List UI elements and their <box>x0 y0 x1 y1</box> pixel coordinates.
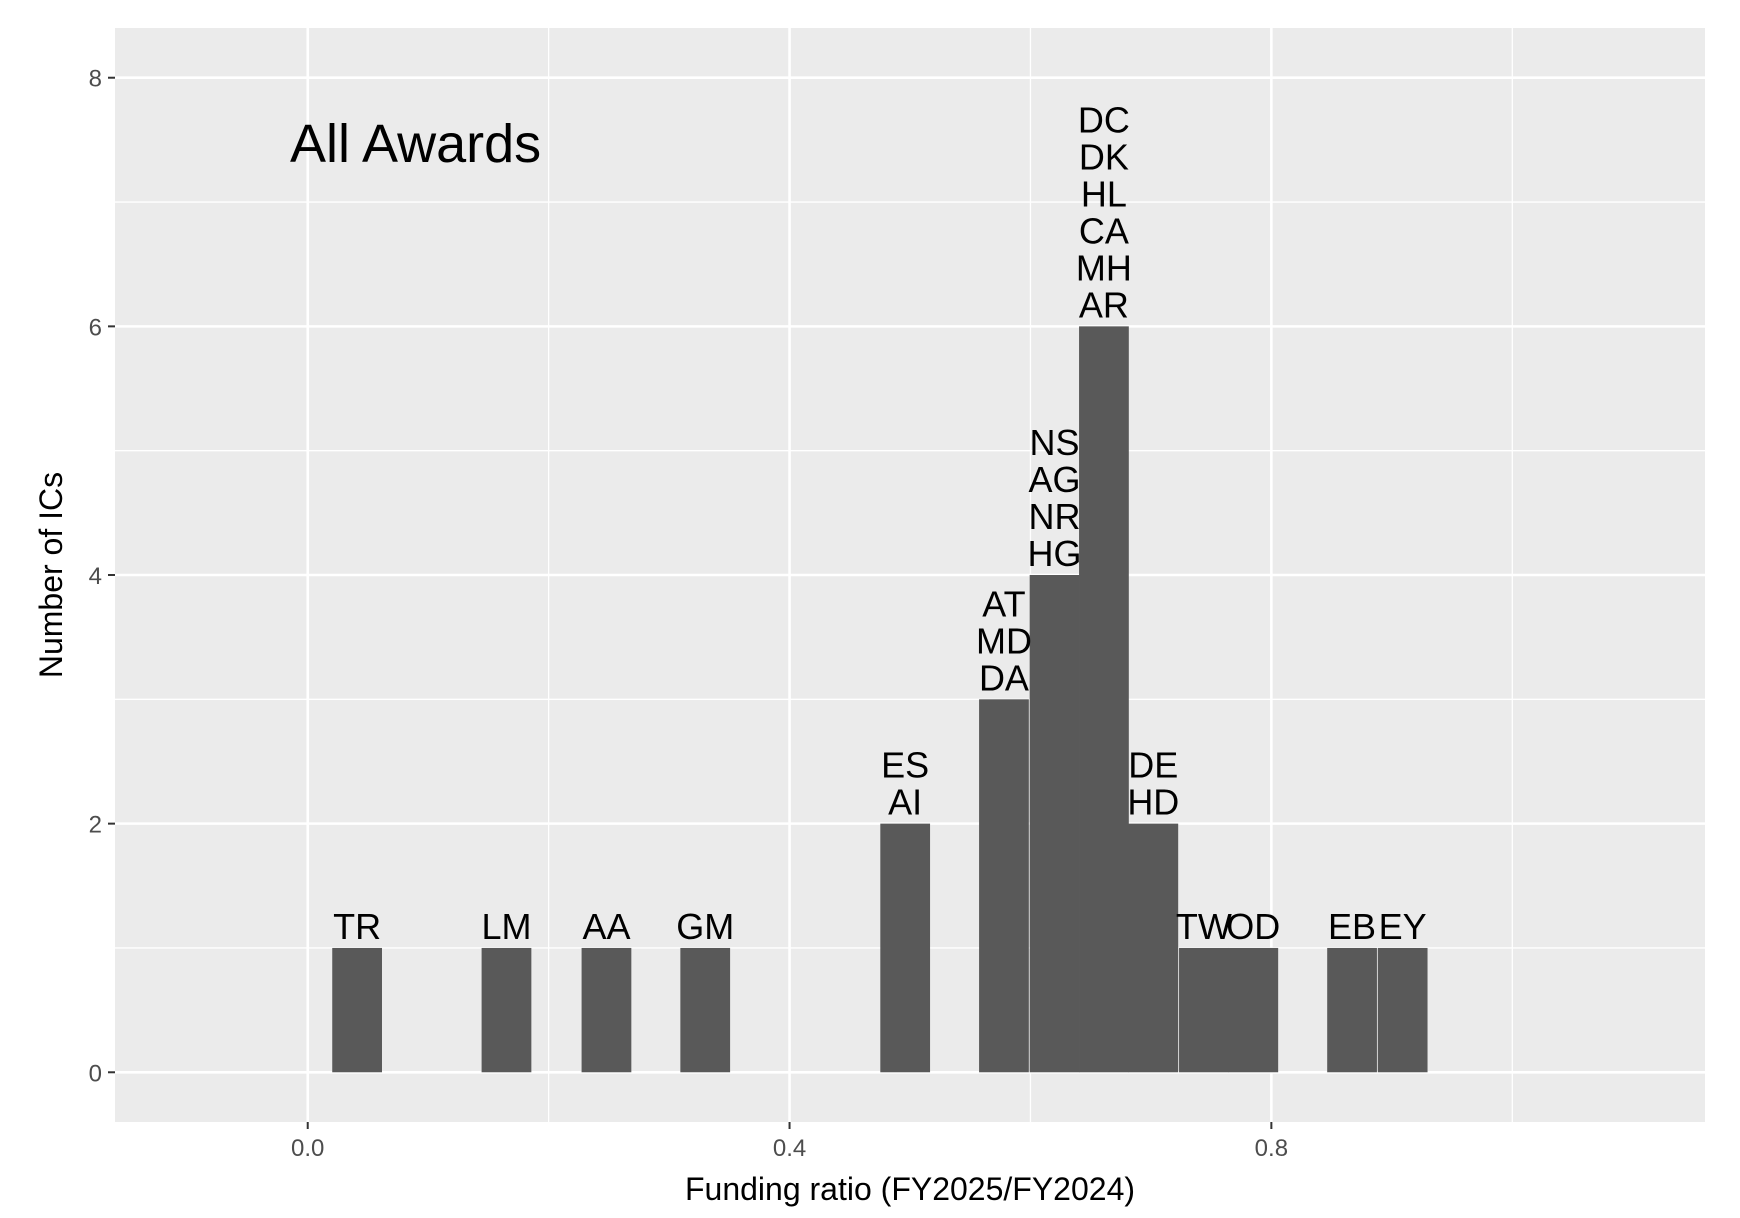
bar-label: NS <box>1030 422 1080 463</box>
bar-od <box>1228 947 1279 1073</box>
bar-ey <box>1377 947 1428 1073</box>
bar-tr <box>332 947 382 1073</box>
y-tick-label: 6 <box>89 314 102 341</box>
x-tick-label: 0.4 <box>773 1135 806 1162</box>
y-tick-labels: 0 2 4 6 8 <box>89 66 102 1088</box>
bar-label: TR <box>333 906 381 947</box>
x-tick-labels: 0.0 0.4 0.8 <box>291 1135 1288 1162</box>
x-tick-label: 0.8 <box>1255 1135 1288 1162</box>
x-tick-label: 0.0 <box>291 1135 324 1162</box>
bar-label: LM <box>481 906 531 947</box>
axis-ticks <box>108 76 1273 1129</box>
chart-annotation: All Awards <box>290 114 541 174</box>
bar-label: AR <box>1079 284 1129 325</box>
bar-label: AI <box>888 782 922 823</box>
bar-label: HL <box>1081 173 1127 214</box>
bars <box>332 326 1428 1073</box>
bar-label: AG <box>1029 459 1081 500</box>
bar-label: DA <box>979 657 1029 698</box>
bar-label: TW <box>1176 906 1232 947</box>
y-tick-label: 2 <box>89 812 102 839</box>
bar-label: AT <box>982 583 1025 624</box>
bar-gm <box>680 947 731 1073</box>
bar-label: CA <box>1079 210 1129 251</box>
bar-ns-ag-nr-hg <box>1029 575 1080 1073</box>
bar-label: DE <box>1128 745 1178 786</box>
bar-label: MH <box>1076 247 1132 288</box>
bar-at-md-da <box>979 699 1029 1073</box>
y-axis-title: Number of ICs <box>33 472 69 678</box>
bar-label: EB <box>1328 906 1376 947</box>
bar-label: MD <box>976 620 1032 661</box>
bar-de-hd <box>1128 823 1179 1073</box>
bar-tw <box>1179 947 1229 1073</box>
y-tick-label: 8 <box>89 66 102 93</box>
bar-label: AA <box>582 906 630 947</box>
y-tick-label: 4 <box>89 563 102 590</box>
x-axis-title: Funding ratio (FY2025/FY2024) <box>685 1171 1135 1207</box>
bar-label: EY <box>1379 906 1427 947</box>
bar-label: DK <box>1079 136 1129 177</box>
bar-eb <box>1327 947 1377 1073</box>
y-tick-label: 0 <box>89 1060 102 1087</box>
bar-label: DC <box>1078 99 1130 140</box>
bar-es-ai <box>880 823 931 1073</box>
bar-dc-dk-hl-ca-mh-ar <box>1079 326 1129 1073</box>
bar-label: OD <box>1226 906 1280 947</box>
bar-aa <box>581 947 632 1073</box>
bar-label: GM <box>676 906 734 947</box>
bar-label: ES <box>881 745 929 786</box>
bar-label: HG <box>1028 533 1082 574</box>
bar-label: NR <box>1029 496 1081 537</box>
bar-label: HD <box>1127 782 1179 823</box>
bar-lm <box>481 947 532 1073</box>
